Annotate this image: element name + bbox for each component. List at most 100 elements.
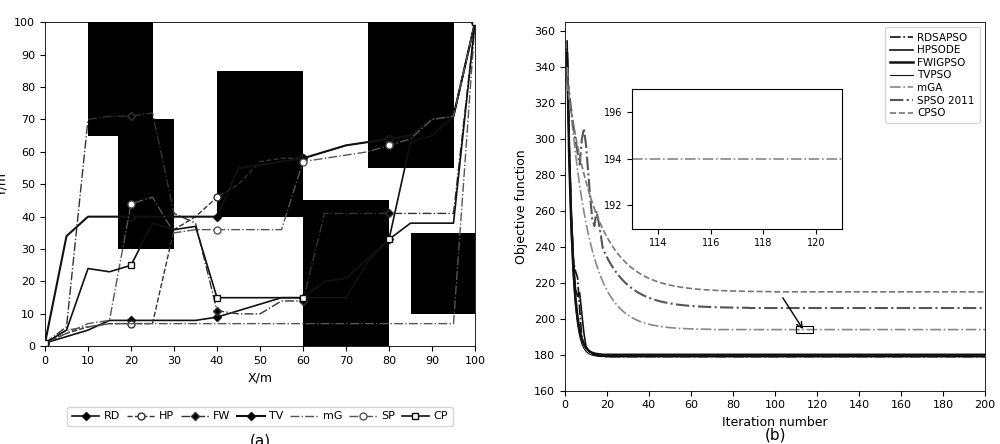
FWIGPSO: [578, 341, 590, 347]
SP: [362, 149, 374, 155]
FW: [362, 211, 374, 216]
CP: [190, 224, 202, 229]
CPSO: [960, 289, 972, 294]
CPSO: [639, 274, 651, 279]
mGA: [960, 327, 972, 332]
SPSO 2011: [744, 305, 756, 311]
FW: [448, 211, 460, 216]
SP: [340, 152, 352, 158]
SP: [168, 230, 180, 236]
HP: [448, 114, 460, 119]
RDSAPSO: [960, 354, 972, 359]
HP: [125, 321, 137, 326]
RD: [146, 318, 158, 323]
Legend: RDSAPSO, HPSODE, FWIGPSO, TVPSO, mGA, SPSO 2011, CPSO: RDSAPSO, HPSODE, FWIGPSO, TVPSO, mGA, SP…: [885, 28, 980, 123]
Line: SPSO 2011: SPSO 2011: [567, 76, 985, 308]
mG: [125, 321, 137, 326]
Y-axis label: Y/m: Y/m: [0, 172, 9, 196]
HP: [383, 136, 395, 142]
Bar: [88, 22, 152, 136]
HPSODE: [674, 354, 686, 359]
FW: [190, 221, 202, 226]
HPSODE: [578, 330, 590, 336]
SP: [448, 114, 460, 119]
TV: [383, 136, 395, 142]
SP: [104, 318, 116, 323]
mGA: [708, 327, 720, 332]
FW: [232, 311, 245, 317]
FWIGPSO: [597, 352, 609, 357]
CP: [254, 295, 266, 301]
FWIGPSO: [960, 352, 972, 357]
TV: [362, 139, 374, 145]
RD: [318, 295, 330, 301]
mG: [276, 321, 288, 326]
HPSODE: [601, 354, 613, 359]
FWIGPSO: [674, 352, 686, 357]
CPSO: [979, 289, 991, 294]
FWIGPSO: [561, 50, 573, 56]
HPSODE: [979, 354, 991, 359]
Line: RDSAPSO: RDSAPSO: [567, 40, 985, 357]
FW: [61, 324, 73, 329]
Y-axis label: Objective function: Objective function: [515, 149, 528, 264]
SP: [404, 136, 417, 142]
RD: [104, 318, 116, 323]
RDSAPSO: [979, 354, 991, 359]
FWIGPSO: [979, 352, 991, 357]
TVPSO: [945, 354, 957, 359]
CP: [39, 341, 51, 346]
FW: [383, 211, 395, 216]
CP: [362, 256, 374, 262]
TV: [39, 341, 51, 346]
HP: [168, 227, 180, 232]
TVPSO: [595, 354, 607, 359]
SPSO 2011: [979, 305, 991, 311]
mG: [448, 321, 460, 326]
HPSODE: [561, 47, 573, 52]
TV: [404, 133, 417, 139]
TVPSO: [674, 354, 686, 359]
HP: [426, 117, 438, 122]
mG: [168, 321, 180, 326]
TV: [146, 214, 158, 219]
TV: [426, 117, 438, 122]
mGA: [672, 325, 684, 331]
HP: [469, 20, 481, 25]
TV: [232, 166, 245, 171]
TVPSO: [578, 346, 590, 351]
HPSODE: [960, 354, 972, 359]
SP: [232, 227, 245, 232]
HP: [61, 331, 73, 336]
mG: [254, 321, 266, 326]
HP: [146, 321, 158, 326]
SP: [297, 159, 309, 164]
HPSODE: [945, 354, 957, 359]
RD: [426, 133, 438, 139]
SP: [469, 20, 481, 25]
FW: [254, 311, 266, 317]
TV: [104, 214, 116, 219]
HP: [104, 321, 116, 326]
SP: [39, 341, 51, 346]
mG: [61, 328, 73, 333]
Text: (a): (a): [249, 434, 271, 444]
FW: [211, 308, 223, 313]
SP: [318, 156, 330, 161]
CPSO: [561, 83, 573, 88]
FW: [469, 20, 481, 25]
RD: [211, 314, 223, 320]
mGA: [945, 327, 957, 332]
Line: HPSODE: HPSODE: [567, 49, 985, 357]
RDSAPSO: [945, 354, 957, 359]
mG: [232, 321, 245, 326]
Line: SP: SP: [42, 19, 478, 347]
Bar: [303, 201, 389, 346]
RD: [190, 318, 202, 323]
Line: FWIGPSO: FWIGPSO: [567, 53, 985, 355]
mG: [82, 324, 94, 329]
mG: [383, 321, 395, 326]
X-axis label: Iteration number: Iteration number: [722, 416, 828, 429]
CPSO: [945, 289, 957, 294]
HP: [190, 214, 202, 219]
